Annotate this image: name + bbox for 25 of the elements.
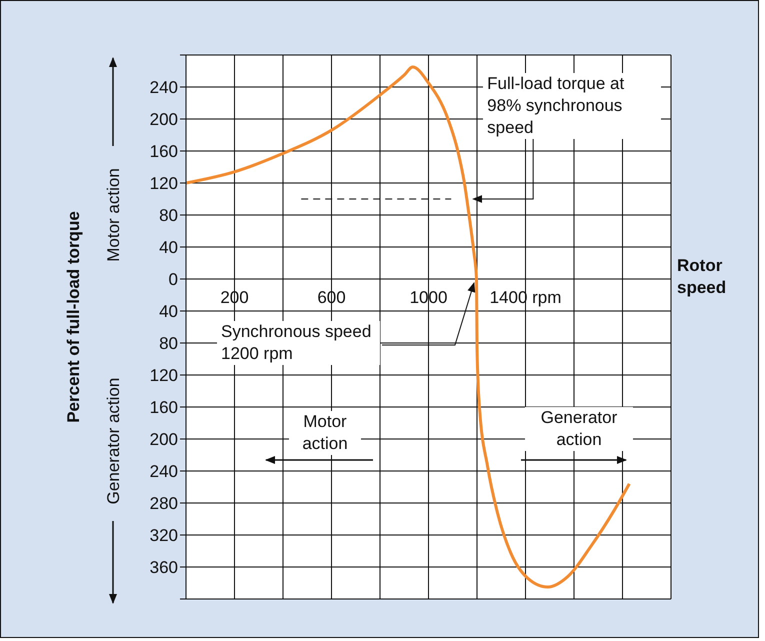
y-tick-label: 160	[150, 142, 178, 162]
y-tick-label: 40	[159, 238, 178, 258]
y-tick-label: 200	[150, 110, 178, 130]
text: Motor action	[104, 168, 123, 262]
y-tick-label: 320	[150, 526, 178, 546]
y-tick-label: 280	[150, 494, 178, 514]
annotation: Synchronous speed 1200 rpm	[217, 321, 380, 365]
y-tick-label: 160	[150, 398, 178, 418]
y-tick-label: 240	[150, 78, 178, 98]
y-tick-label: 120	[150, 174, 178, 194]
line-series	[186, 66, 631, 588]
text: Generator action	[104, 378, 123, 504]
annotation: Generator action	[525, 407, 633, 451]
x-axis-title: Rotor speed	[677, 255, 728, 299]
y-tick-label: 120	[150, 366, 178, 386]
y-tick-label: 80	[159, 334, 178, 354]
y-tick-label: 240	[150, 462, 178, 482]
y-tick-label: 0	[168, 270, 178, 290]
annotation: Full-load torque at 98% synchronous speed	[483, 73, 662, 139]
y-axis-title: Percent of full-load torque	[64, 211, 83, 423]
y-tick-label: 200	[150, 430, 178, 450]
annotation: Motor action	[289, 411, 361, 455]
y-tick-label: 360	[150, 558, 178, 578]
y-tick-label: 40	[159, 302, 178, 322]
y-tick-label: 80	[159, 206, 178, 226]
